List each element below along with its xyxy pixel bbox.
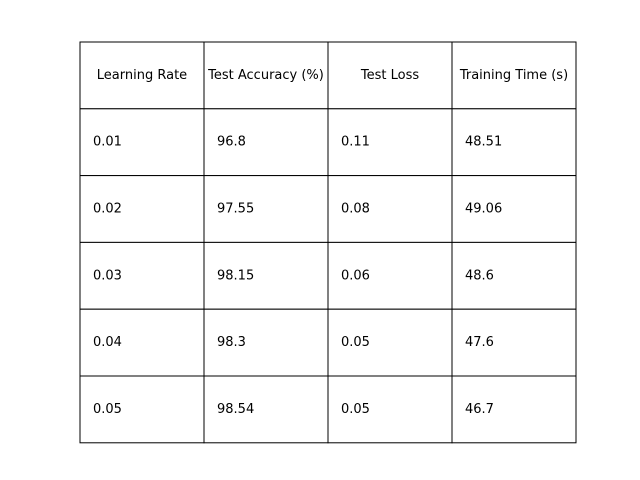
cell-value-r4-c3: 0.05 [341,335,370,350]
cell-value-r4-c2: 98.3 [217,335,246,350]
column-header-test-accuracy: Test Accuracy (%) [207,68,324,83]
column-header-test-loss: Test Loss [360,68,419,83]
cell-value-r5-c4: 46.7 [465,402,494,417]
cell-value-r3-c4: 48.6 [465,268,494,283]
column-header-learning-rate: Learning Rate [97,68,187,83]
cell-value-r3-c2: 98.15 [217,268,254,283]
cell-value-r5-c3: 0.05 [341,402,370,417]
table-cells [80,42,576,443]
cell-value-r4-c1: 0.04 [93,335,122,350]
cell-value-r2-c4: 49.06 [465,202,502,217]
cell-value-r2-c3: 0.08 [341,202,370,217]
cell-value-r5-c1: 0.05 [93,402,122,417]
cell-value-r3-c3: 0.06 [341,268,370,283]
cell-value-r2-c2: 97.55 [217,202,254,217]
cell-value-r4-c4: 47.6 [465,335,494,350]
cell-value-r5-c2: 98.54 [217,402,254,417]
cell-value-r1-c4: 48.51 [465,135,502,150]
column-header-training-time-s: Training Time (s) [459,68,568,83]
cell-value-r1-c1: 0.01 [93,135,122,150]
cell-value-r2-c1: 0.02 [93,202,122,217]
cell-value-r1-c3: 0.11 [341,135,370,150]
cell-value-r3-c1: 0.03 [93,268,122,283]
cell-value-r1-c2: 96.8 [217,135,246,150]
